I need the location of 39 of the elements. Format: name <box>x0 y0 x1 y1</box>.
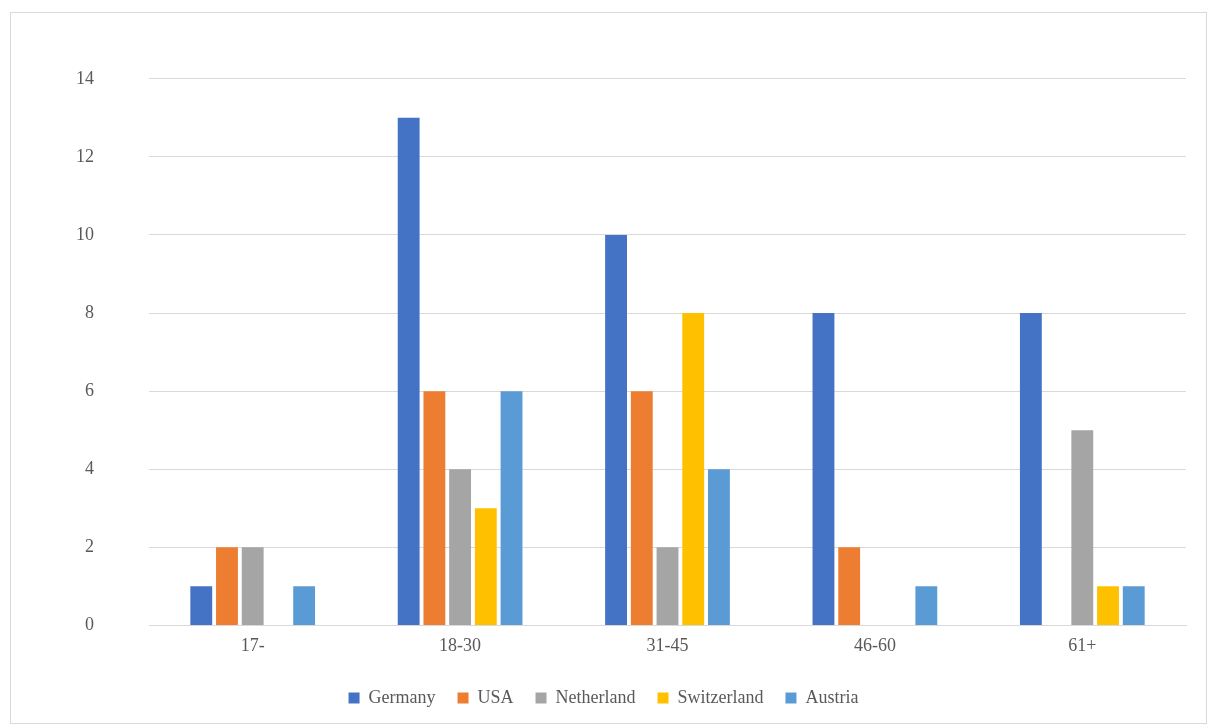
bar <box>915 586 938 625</box>
bar <box>397 117 420 625</box>
bar <box>293 586 316 625</box>
bar <box>190 586 213 625</box>
y-tick-label: 0 <box>85 614 94 635</box>
bar <box>1071 430 1094 625</box>
y-tick-label: 8 <box>85 301 94 322</box>
y-tick-label: 4 <box>85 457 94 478</box>
bar <box>605 234 627 625</box>
legend-label: Austria <box>805 686 859 707</box>
x-tick-label: 46-60 <box>853 634 896 655</box>
bar <box>682 313 705 625</box>
legend-label: USA <box>477 686 514 707</box>
legend-label: Germany <box>368 686 436 707</box>
bar <box>708 469 730 625</box>
bar <box>630 391 653 625</box>
bar <box>812 313 835 625</box>
x-tick-label: 18-30 <box>439 634 482 655</box>
bar <box>216 547 238 625</box>
bar <box>449 469 472 625</box>
x-tick-label: 17- <box>240 634 265 655</box>
x-tick-label: 31-45 <box>646 634 689 655</box>
bar <box>423 391 446 625</box>
legend-label: Netherland <box>555 686 636 707</box>
bar <box>474 508 497 625</box>
y-tick-label: 2 <box>85 536 94 557</box>
bar <box>241 547 264 625</box>
bar <box>500 391 523 625</box>
y-tick-label: 10 <box>76 223 94 244</box>
x-tick-label: 61+ <box>1068 634 1097 655</box>
bar <box>656 547 679 625</box>
bar <box>1097 586 1119 625</box>
y-tick-label: 14 <box>76 67 94 88</box>
y-tick-label: 6 <box>85 379 94 400</box>
legend-label: Switzerland <box>677 686 764 707</box>
bar <box>1019 313 1042 625</box>
bar <box>1122 586 1145 625</box>
bar <box>838 547 861 625</box>
y-tick-label: 12 <box>76 145 94 166</box>
